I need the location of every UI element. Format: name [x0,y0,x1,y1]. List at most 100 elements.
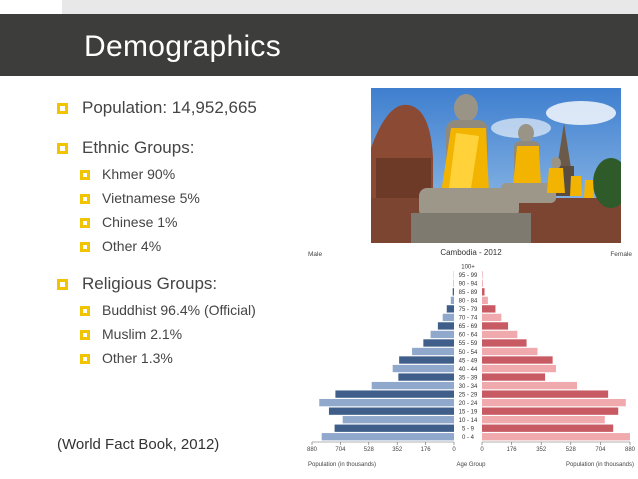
ethnic-item: Chinese 1% [80,214,178,230]
ethnic-item-text: Khmer 90% [102,166,176,182]
age-group-label: 35 - 39 [459,375,478,381]
x-tick-label: 176 [507,447,518,453]
male-bar [328,407,454,415]
male-bar [437,322,454,330]
age-group-label: 45 - 49 [459,358,478,364]
female-bar [482,330,518,339]
bullet-square-icon [80,218,90,229]
bullet-square-icon [57,143,68,155]
ethnic-item: Vietnamese 5% [80,190,200,206]
age-group-label: 90 - 94 [459,282,478,288]
female-bar [482,398,626,407]
x-tick-label: 528 [566,447,577,453]
age-group-label: 30 - 34 [459,384,478,390]
age-group-label: 10 - 14 [459,418,478,424]
x-tick-label: 0 [480,447,484,453]
female-bar [482,390,609,398]
male-bar [450,296,454,305]
female-bar [482,339,527,347]
female-bar [482,356,553,364]
age-group-label: 15 - 19 [459,409,478,415]
female-bar [482,433,630,441]
male-bar [321,433,454,441]
male-bar [442,313,454,322]
age-group-label: 55 - 59 [459,341,478,347]
ethnic-item: Other 4% [80,238,161,254]
male-bar [423,339,454,347]
ethnic-item: Khmer 90% [80,166,175,182]
x-tick-label: 0 [452,447,456,453]
female-bar [482,322,509,330]
x-tick-label: 352 [536,447,547,453]
female-bar [482,416,605,424]
age-group-label: 20 - 24 [459,401,478,407]
population-text: Population: 14,952,665 [82,98,257,117]
religious-item-text: Buddhist 96.4% (Official) [102,302,256,318]
x-tick-label: 704 [335,447,346,453]
male-bar [452,288,454,296]
bullet-square-icon [80,194,90,205]
female-bar [482,305,496,313]
male-bar [412,347,454,356]
male-bar [398,373,454,381]
female-bar [482,373,546,381]
top-decoration [62,0,638,14]
female-bar [482,364,556,373]
x-tick-label: 880 [625,447,636,453]
age-group-label: 75 - 79 [459,307,478,313]
female-bar [482,347,538,356]
bullet-square-icon [57,103,68,115]
age-group-label: 95 - 99 [459,273,478,279]
male-bar [371,381,454,390]
religious-item: Muslim 2.1% [80,326,182,342]
religious-item: Buddhist 96.4% (Official) [80,302,256,318]
x-tick-label: 528 [364,447,375,453]
religious-item-text: Other 1.3% [102,350,173,366]
chart-title: Cambodia - 2012 [440,248,502,257]
religious-item: Other 1.3% [80,350,173,366]
age-group-label: 0 - 4 [462,435,475,441]
age-group-label: 5 - 9 [462,426,475,432]
x-axis-label-right: Population (in thousands) [566,462,634,468]
age-group-label: 60 - 64 [459,333,478,339]
age-group-label: 100+ [461,265,475,271]
male-bar [430,330,454,339]
female-bar [482,288,485,296]
chart-left-label: Male [308,251,322,258]
title-bar: Demographics [0,14,638,76]
ethnic-item-text: Vietnamese 5% [102,190,200,206]
x-axis-label-center: Age Group [456,462,486,468]
religious-item-text: Muslim 2.1% [102,326,183,342]
male-bar [319,398,454,407]
slide-title: Demographics [84,30,282,63]
source-citation: (World Fact Book, 2012) [57,436,220,453]
population-pyramid-chart: Male Female Cambodia - 2012 100+ 95 - 99 9… [306,246,636,468]
male-bar [342,416,454,424]
religious-heading-bullet: Religious Groups: [57,274,217,294]
bullet-square-icon [80,354,90,365]
age-group-label: 70 - 74 [459,316,478,322]
chart-right-label: Female [610,251,632,258]
x-tick-label: 880 [307,447,318,453]
male-bar [399,356,454,364]
ethnic-heading-bullet: Ethnic Groups: [57,138,194,158]
population-bullet: Population: 14,952,665 [57,98,257,118]
age-group-label: 40 - 44 [459,367,478,373]
age-group-label: 50 - 54 [459,350,478,356]
bullet-square-icon [80,242,90,253]
bullet-square-icon [80,306,90,317]
male-bar [335,390,454,398]
male-bar [446,305,454,313]
bullet-square-icon [57,279,68,291]
male-bar [334,424,454,432]
x-tick-label: 352 [392,447,403,453]
male-bar [392,364,454,373]
x-tick-label: 704 [595,447,606,453]
religious-heading: Religious Groups: [82,274,218,293]
female-bar [482,424,614,432]
ethnic-item-text: Other 4% [102,238,162,254]
female-bar [482,381,578,390]
female-bar [482,296,488,305]
bullet-square-icon [80,330,90,341]
female-bar [482,313,502,322]
